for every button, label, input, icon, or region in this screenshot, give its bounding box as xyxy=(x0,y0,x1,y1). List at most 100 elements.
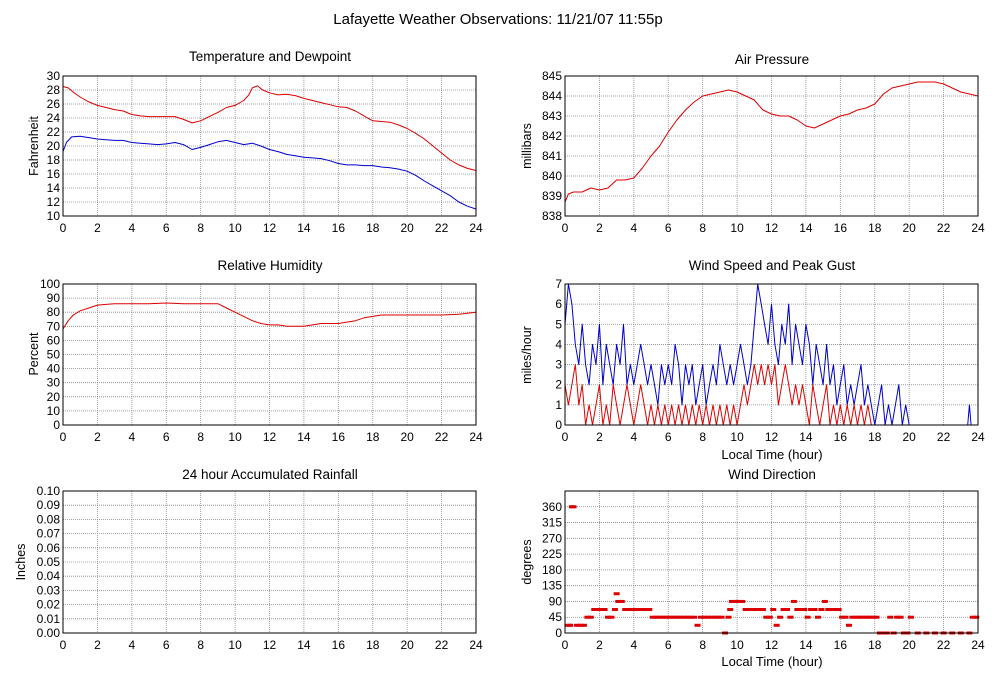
temp-x-tick-label: 2 xyxy=(94,221,101,235)
direction-point xyxy=(849,615,856,619)
wind-x-tick-label: 2 xyxy=(596,430,603,444)
wind-x-tick-label: 20 xyxy=(902,430,916,444)
direction-point xyxy=(684,615,691,619)
wind-x-tick-label: 4 xyxy=(630,430,637,444)
humidity-y-tick-label: 60 xyxy=(47,333,61,347)
direction-point xyxy=(735,599,742,603)
humidity-x-tick-label: 10 xyxy=(228,430,242,444)
wind-y-tick-label: 2 xyxy=(555,378,562,392)
direction-x-tick-label: 2 xyxy=(596,638,603,652)
direction-point xyxy=(894,615,901,619)
direction-point xyxy=(873,615,880,619)
direction-point xyxy=(870,615,877,619)
direction-point xyxy=(694,623,701,627)
pressure-x-tick-label: 6 xyxy=(665,221,672,235)
direction-point xyxy=(574,623,581,627)
direction-point xyxy=(622,608,629,612)
humidity-x-tick-label: 12 xyxy=(263,430,277,444)
wind-direction-x-axis-label: Local Time (hour) xyxy=(721,654,822,669)
direction-point xyxy=(594,608,601,612)
direction-point xyxy=(660,615,667,619)
direction-x-tick-label: 22 xyxy=(937,638,951,652)
rain-frame xyxy=(62,490,477,634)
temp-x-tick-label: 22 xyxy=(435,221,449,235)
direction-point xyxy=(835,608,842,612)
direction-point xyxy=(739,599,746,603)
pressure-x-tick-label: 0 xyxy=(562,221,569,235)
humidity-x-tick-label: 22 xyxy=(435,430,449,444)
humidity-plot: 0 2 4 6 8 10 12 14 16 18 20 22 240102030405060708090… xyxy=(40,277,483,444)
humidity-y-tick-label: 0 xyxy=(53,418,60,432)
direction-point xyxy=(839,615,846,619)
direction-x-tick-label: 0 xyxy=(562,638,569,652)
temp-plot: 0 2 4 6 8 10 12 14 16 18 20 22 241012141618202224262… xyxy=(47,69,483,235)
direction-point xyxy=(615,599,622,603)
humidity-y-tick-label: 40 xyxy=(47,362,61,376)
wind-speed-y-axis-label: miles/hour xyxy=(520,326,534,384)
rain-y-tick-label: 0.02 xyxy=(37,598,61,612)
pressure-y-axis-label: millibars xyxy=(520,123,534,169)
direction-point xyxy=(715,615,722,619)
direction-point xyxy=(697,615,704,619)
direction-point xyxy=(787,615,794,619)
direction-point xyxy=(639,608,646,612)
temperature-y-axis-label: Fahrenheit xyxy=(27,116,41,176)
direction-x-tick-label: 10 xyxy=(730,638,744,652)
rainfall-chart-title: 24 hour Accumulated Rainfall xyxy=(182,467,358,482)
wind-x-tick-label: 16 xyxy=(834,430,848,444)
direction-point xyxy=(777,615,784,619)
rainfall-y-axis-label: Inches xyxy=(14,544,28,581)
direction-point xyxy=(570,505,577,509)
pressure-y-tick-label: 843 xyxy=(542,109,562,123)
humidity-y-tick-label: 100 xyxy=(40,277,60,291)
temp-series-0-line xyxy=(62,85,477,171)
direction-point xyxy=(580,623,587,627)
direction-point xyxy=(677,615,684,619)
temp-x-tick-label: 16 xyxy=(332,221,346,235)
wind-x-tick-label: 14 xyxy=(799,430,813,444)
direction-point xyxy=(821,599,828,603)
wind-x-tick-label: 12 xyxy=(765,430,779,444)
direction-point xyxy=(852,615,859,619)
direction-point xyxy=(783,608,790,612)
direction-point xyxy=(646,608,653,612)
direction-y-tick-label: 45 xyxy=(549,610,563,624)
wind-y-tick-label: 1 xyxy=(555,398,562,412)
direction-point xyxy=(691,615,698,619)
direction-x-tick-label: 18 xyxy=(868,638,882,652)
temp-y-tick-label: 26 xyxy=(47,97,61,111)
humidity-y-tick-label: 30 xyxy=(47,376,61,390)
pressure-x-tick-label: 12 xyxy=(765,221,779,235)
rain-x-tick-label: 8 xyxy=(197,638,204,652)
direction-frame xyxy=(564,490,979,634)
direction-y-tick-label: 360 xyxy=(542,500,562,514)
humidity-series-0-line xyxy=(62,302,477,330)
humidity-y-tick-label: 80 xyxy=(47,305,61,319)
direction-point xyxy=(842,615,849,619)
direction-point xyxy=(584,615,591,619)
direction-point xyxy=(828,608,835,612)
direction-point xyxy=(753,608,760,612)
temp-x-tick-label: 8 xyxy=(197,221,204,235)
pressure-x-tick-label: 2 xyxy=(596,221,603,235)
direction-point xyxy=(704,615,711,619)
direction-x-tick-label: 16 xyxy=(834,638,848,652)
panel-temperature: Temperature and Dewpoint Fahrenheit xyxy=(27,49,351,176)
direction-point xyxy=(845,623,852,627)
temp-y-tick-label: 14 xyxy=(47,181,61,195)
direction-point xyxy=(728,599,735,603)
direction-point xyxy=(866,615,873,619)
wind-x-tick-label: 22 xyxy=(937,430,951,444)
rain-y-tick-label: 0.07 xyxy=(37,527,61,541)
direction-point xyxy=(608,615,615,619)
pressure-plot: 0 2 4 6 8 10 12 14 16 18 20 22 248388398408418428438… xyxy=(542,69,985,235)
direction-point xyxy=(656,615,663,619)
wind-y-tick-label: 4 xyxy=(555,337,562,351)
wind-x-tick-label: 0 xyxy=(562,430,569,444)
direction-x-tick-label: 12 xyxy=(765,638,779,652)
direction-point xyxy=(687,615,694,619)
wind-x-tick-label: 10 xyxy=(730,430,744,444)
direction-point xyxy=(649,615,656,619)
direction-x-tick-label: 8 xyxy=(699,638,706,652)
